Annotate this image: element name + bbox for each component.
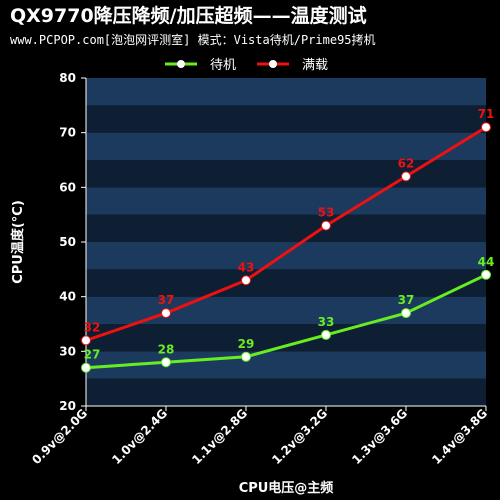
- data-label: 43: [238, 260, 255, 274]
- data-label: 27: [84, 348, 101, 362]
- plot-band: [86, 378, 486, 406]
- data-point: [241, 275, 251, 286]
- legend-item-load: 满载: [257, 58, 328, 73]
- data-label: 37: [158, 293, 175, 307]
- series-line-idle: [84, 273, 488, 370]
- y-tick-label: 20: [59, 399, 76, 413]
- plot-band: [86, 78, 486, 106]
- legend-label-load: 满载: [302, 58, 328, 73]
- data-label: 62: [398, 156, 415, 170]
- data-point: [481, 122, 491, 133]
- series-line-load: [84, 125, 488, 342]
- y-tick-label: 60: [59, 180, 76, 194]
- y-tick-label: 40: [59, 290, 76, 304]
- legend: 待机 满载: [165, 58, 328, 73]
- data-label: 33: [318, 315, 335, 329]
- data-label: 44: [478, 255, 495, 269]
- y-tick-label: 70: [59, 126, 76, 140]
- data-label: 37: [398, 293, 415, 307]
- data-point: [321, 220, 331, 231]
- data-point: [161, 357, 171, 368]
- plot-band: [86, 351, 486, 379]
- data-label: 28: [158, 342, 175, 356]
- y-tick-label: 30: [59, 344, 76, 358]
- plot-band: [86, 269, 486, 297]
- legend-marker-load: [269, 60, 277, 68]
- series-layer: 27 28 29 33 37 44 32 37 43 53 62 71: [81, 107, 495, 373]
- y-tick-label: 50: [59, 235, 76, 249]
- x-tick-label: 1.2v@3.2G: [269, 406, 330, 467]
- data-point: [401, 308, 411, 319]
- y-tick-label: 80: [59, 71, 76, 85]
- data-point: [401, 171, 411, 182]
- data-point: [81, 335, 91, 346]
- chart-subtitle: www.PCPOP.com[泡泡网评测室] 模式：Vista待机/Prime95…: [10, 32, 376, 47]
- y-axis-ticks: 20 30 40 50 60 70 80: [59, 71, 86, 413]
- legend-marker-idle: [177, 60, 185, 68]
- y-axis-title: CPU温度(°C): [10, 200, 26, 284]
- data-label: 53: [318, 206, 335, 220]
- x-axis-title: CPU电压@主频: [239, 480, 334, 496]
- plot-band: [86, 296, 486, 324]
- legend-item-idle: 待机: [165, 58, 236, 73]
- plot-band: [86, 160, 486, 188]
- plot-band: [86, 242, 486, 270]
- legend-label-idle: 待机: [210, 58, 236, 73]
- data-point: [321, 329, 331, 340]
- plot-band: [86, 105, 486, 133]
- x-tick-label: 1.4v@3.8G: [429, 406, 490, 467]
- x-tick-label: 1.0v@2.4G: [109, 406, 170, 467]
- x-tick-label: 0.9v@2.0G: [29, 406, 90, 467]
- plot-band: [86, 132, 486, 160]
- x-tick-label: 1.1v@2.8G: [189, 406, 250, 467]
- data-label: 32: [84, 320, 101, 334]
- data-point: [81, 362, 91, 373]
- chart-title: QX9770降压降频/加压超频——温度测试: [10, 4, 367, 27]
- data-label: 71: [478, 107, 495, 121]
- data-label: 29: [238, 337, 255, 351]
- plot-band: [86, 187, 486, 215]
- x-tick-label: 1.3v@3.6G: [349, 406, 410, 467]
- data-point: [161, 308, 171, 319]
- plot-band: [86, 214, 486, 242]
- plot-area: [86, 78, 486, 406]
- x-axis-ticks: 0.9v@2.0G 1.0v@2.4G 1.1v@2.8G 1.2v@3.2G 1.3v…: [29, 406, 490, 467]
- data-point: [241, 351, 251, 362]
- data-point: [481, 269, 491, 280]
